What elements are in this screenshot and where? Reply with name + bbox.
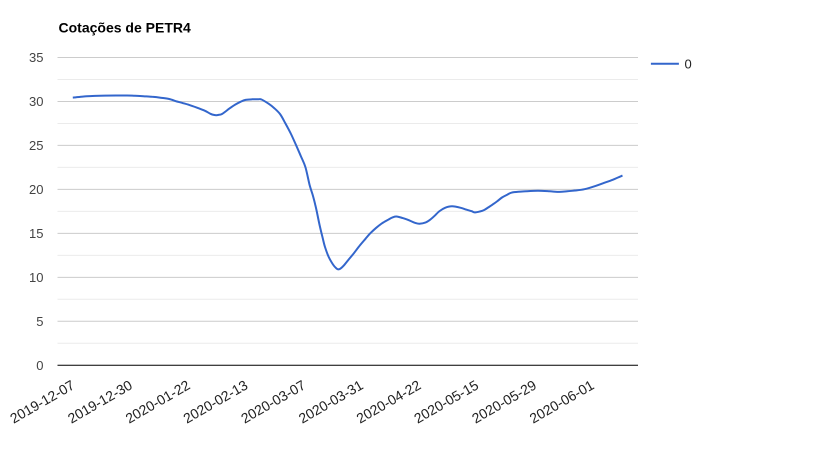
svg-text:0: 0 xyxy=(36,358,43,373)
svg-text:30: 30 xyxy=(29,94,43,109)
svg-text:10: 10 xyxy=(29,270,43,285)
svg-text:25: 25 xyxy=(29,138,43,153)
svg-text:5: 5 xyxy=(36,314,43,329)
svg-text:Cotações de PETR4: Cotações de PETR4 xyxy=(59,20,191,36)
svg-text:0: 0 xyxy=(685,57,692,72)
svg-text:15: 15 xyxy=(29,226,43,241)
svg-text:35: 35 xyxy=(29,50,43,65)
svg-text:20: 20 xyxy=(29,182,43,197)
